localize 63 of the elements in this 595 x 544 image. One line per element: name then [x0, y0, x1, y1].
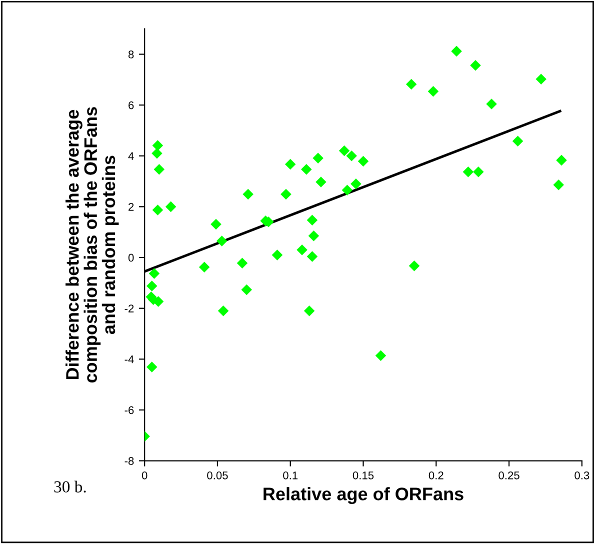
y-tick-label: 0 — [128, 254, 134, 262]
point — [210, 218, 222, 230]
point — [512, 136, 524, 147]
x-axis-title: Relative age of ORFans — [264, 487, 464, 504]
point — [346, 150, 357, 162]
point — [152, 140, 164, 151]
point — [462, 166, 474, 178]
y-tick-label: -6 — [124, 406, 134, 414]
point — [296, 244, 308, 256]
point — [338, 145, 350, 156]
point — [470, 60, 481, 71]
point — [408, 260, 420, 272]
point — [306, 251, 318, 262]
point — [316, 176, 326, 188]
y-tick-label: 2 — [128, 202, 134, 211]
point — [154, 164, 165, 175]
x-tick-label: 0.15 — [352, 471, 374, 480]
point — [304, 305, 315, 316]
point — [198, 262, 210, 273]
x-tick-label: 0.1 — [283, 471, 298, 480]
x-tick-label: 0.05 — [207, 471, 228, 480]
point — [146, 280, 158, 292]
point — [358, 156, 369, 167]
point — [152, 204, 164, 216]
y-tick-label: -4 — [124, 356, 134, 364]
text: 30 b. — [54, 480, 86, 493]
point — [218, 305, 229, 316]
point — [308, 230, 320, 242]
point — [451, 46, 462, 57]
y-axis-title: Difference between the average composition bias of the ORFans and random proteins — [66, 107, 119, 383]
point — [350, 178, 362, 190]
y-tick-label: 4 — [128, 152, 134, 160]
point — [473, 166, 484, 178]
point — [272, 250, 283, 260]
point — [342, 184, 353, 196]
y-tick-label: 8 — [128, 50, 134, 58]
x-tick-label: 0.2 — [428, 471, 444, 480]
point — [312, 152, 324, 164]
point — [284, 158, 296, 170]
point — [301, 164, 312, 175]
point — [152, 148, 162, 159]
point — [556, 154, 567, 166]
point — [236, 258, 248, 268]
point — [375, 350, 386, 361]
point — [148, 268, 160, 279]
point — [165, 201, 176, 212]
point — [216, 236, 228, 246]
y-tick-label: -2 — [124, 304, 134, 312]
x-tick-label: 0.3 — [574, 471, 590, 480]
point — [280, 188, 292, 200]
point — [428, 86, 439, 97]
y-tick-label: 6 — [128, 101, 134, 110]
point — [242, 188, 254, 200]
point — [306, 214, 318, 226]
x-tick-label: 0 — [142, 471, 148, 480]
point — [241, 284, 252, 296]
y-tick-label: -8 — [124, 457, 134, 465]
point — [406, 78, 417, 90]
point — [146, 362, 158, 372]
point — [553, 179, 564, 190]
x-tick-label: 0.25 — [498, 471, 520, 480]
point — [486, 98, 497, 110]
point — [536, 74, 546, 85]
